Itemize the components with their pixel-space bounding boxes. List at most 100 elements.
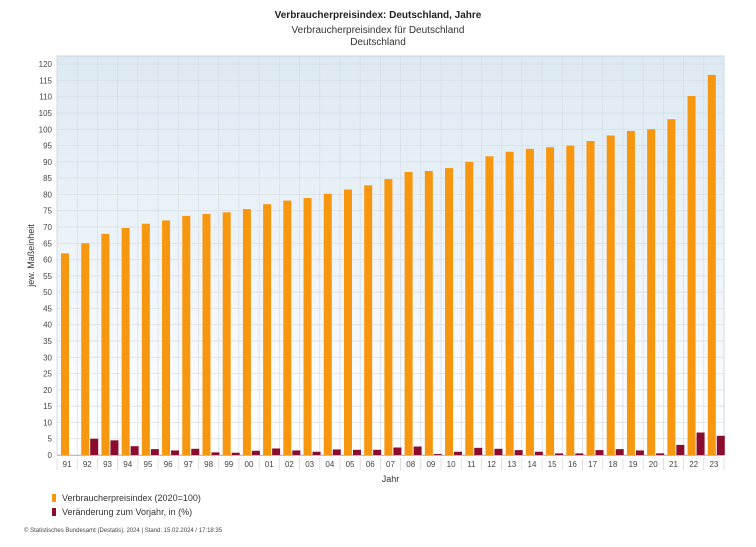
y-tick-label: 10: [43, 418, 52, 427]
x-tick-label: 06: [366, 460, 375, 469]
bar-change: [615, 449, 624, 455]
x-tick-label: 14: [528, 460, 537, 469]
legend-item-change[interactable]: Veränderung zum Vorjahr, in (%): [52, 505, 201, 519]
y-tick-label: 120: [39, 60, 53, 69]
bar-cpi: [182, 215, 191, 455]
x-tick-label: 20: [649, 460, 658, 469]
bar-cpi: [343, 189, 352, 456]
bar-cpi: [586, 141, 595, 456]
bar-cpi: [687, 96, 696, 455]
x-tick-label: 09: [426, 460, 435, 469]
bar-change: [332, 449, 341, 455]
y-tick-label: 45: [43, 304, 52, 313]
x-tick-label: 16: [568, 460, 577, 469]
y-tick-label: 35: [43, 337, 52, 346]
bar-change: [514, 450, 523, 455]
bar-cpi: [707, 74, 716, 456]
bar-change: [292, 450, 301, 455]
x-tick-label: 13: [507, 460, 516, 469]
x-tick-label: 08: [406, 460, 415, 469]
bar-cpi: [606, 135, 615, 455]
bar-change: [656, 453, 665, 455]
y-axis-title: jew. Maßeinheit: [26, 224, 36, 288]
bar-cpi: [222, 212, 231, 455]
bar-change: [231, 452, 240, 455]
bar-cpi: [303, 198, 312, 456]
x-tick-label: 15: [548, 460, 557, 469]
bar-change: [393, 447, 402, 455]
y-tick-label: 70: [43, 223, 52, 232]
bar-change: [474, 447, 483, 455]
x-tick-label: 11: [467, 460, 476, 469]
x-tick-label: 04: [325, 460, 334, 469]
bar-cpi: [141, 223, 150, 455]
bar-cpi: [525, 148, 534, 456]
legend-label-change: Veränderung zum Vorjahr, in (%): [62, 507, 193, 517]
bar-cpi: [647, 129, 656, 456]
y-tick-label: 0: [48, 451, 53, 460]
bar-change: [90, 438, 99, 455]
bar-change: [555, 453, 564, 455]
x-tick-label: 99: [224, 460, 233, 469]
chart-subtitle-region: Deutschland: [350, 37, 406, 48]
y-tick-label: 110: [39, 93, 52, 102]
y-tick-label: 40: [43, 321, 52, 330]
legend-item-cpi[interactable]: Verbraucherpreisindex (2020=100): [52, 491, 201, 505]
bar-cpi: [81, 243, 90, 455]
bar-cpi: [364, 185, 373, 455]
bar-change: [171, 450, 180, 455]
bar-cpi: [202, 213, 211, 455]
bar-change: [575, 453, 584, 455]
x-axis: 91 92 93 94 95 96 97 98 99 00 01 02 03 04 05 06 07 08 09 10…: [56, 455, 725, 470]
bar-cpi: [445, 168, 454, 455]
x-tick-label: 95: [144, 460, 153, 469]
chart-subtitle: Verbraucherpreisindex für Deutschland: [291, 25, 465, 36]
legend-label-cpi: Verbraucherpreisindex (2020=100): [62, 493, 201, 503]
y-tick-label: 80: [43, 190, 52, 199]
x-tick-label: 03: [305, 460, 314, 469]
x-tick-label: 22: [689, 460, 698, 469]
bar-cpi: [242, 209, 251, 455]
y-tick-label: 90: [43, 158, 52, 167]
bar-cpi: [485, 156, 494, 455]
x-tick-label: 18: [608, 460, 617, 469]
x-tick-label: 98: [204, 460, 213, 469]
y-tick-label: 75: [43, 207, 52, 216]
x-tick-label: 17: [588, 460, 597, 469]
bar-cpi: [404, 171, 413, 455]
legend-swatch-cpi: [52, 494, 56, 502]
bar-cpi: [283, 200, 292, 455]
bar-change: [352, 449, 361, 455]
bar-change: [676, 444, 685, 455]
bar-change: [454, 451, 463, 455]
bar-cpi: [101, 233, 110, 455]
bar-cpi: [546, 147, 555, 455]
bar-cpi: [667, 119, 676, 455]
bar-cpi: [626, 130, 635, 455]
bar-change: [272, 448, 281, 455]
x-tick-label: 93: [103, 460, 112, 469]
y-tick-label: 65: [43, 239, 52, 248]
x-tick-label: 23: [709, 460, 718, 469]
bar-change: [373, 449, 382, 455]
bar-change: [716, 435, 725, 455]
bar-change: [635, 450, 644, 455]
bar-change: [696, 432, 705, 455]
bar-change: [130, 446, 139, 455]
bar-change: [534, 451, 543, 455]
x-tick-label: 05: [346, 460, 355, 469]
bar-chart: 0510152025303540455055606570758085909510…: [26, 55, 725, 484]
x-tick-label: 94: [123, 460, 132, 469]
y-tick-label: 15: [43, 402, 52, 411]
x-tick-label: 02: [285, 460, 294, 469]
y-tick-label: 25: [43, 370, 52, 379]
bar-cpi: [424, 170, 433, 455]
bar-cpi: [384, 179, 393, 455]
bar-change: [433, 454, 442, 455]
bar-cpi: [121, 227, 130, 455]
y-tick-label: 85: [43, 174, 52, 183]
bar-cpi: [566, 145, 575, 456]
x-tick-label: 92: [83, 460, 92, 469]
source-footer: © Statistisches Bundesamt (Destatis), 20…: [24, 528, 223, 534]
bar-change: [211, 452, 220, 455]
